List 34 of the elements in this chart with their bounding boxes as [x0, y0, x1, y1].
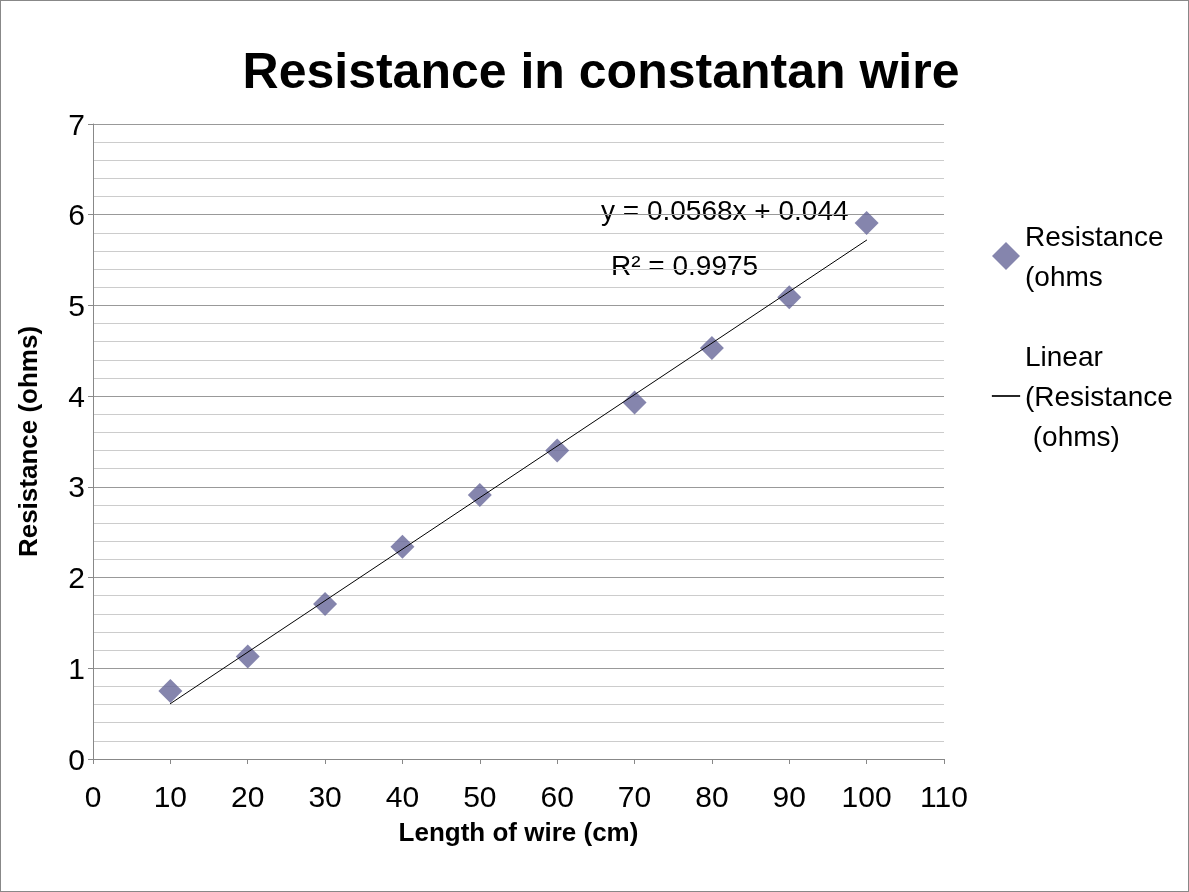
y-tick-label: 4: [68, 379, 85, 413]
point: [545, 438, 570, 463]
x-tick-label: 30: [308, 779, 342, 813]
point: [390, 534, 415, 559]
y-tick-label: 6: [68, 198, 85, 232]
y-tick-label: 1: [68, 651, 85, 685]
point: [777, 285, 802, 310]
point: [699, 336, 724, 361]
x-tick-label: 40: [385, 779, 420, 813]
x-tick-label: 80: [695, 779, 729, 813]
y-tick-label: 5: [68, 288, 85, 322]
x-tick-label: 50: [463, 779, 497, 813]
point: [467, 483, 492, 508]
x-tick-label: 20: [231, 779, 265, 813]
x-tick-label: 100: [841, 779, 892, 813]
x-tick-label: 70: [617, 779, 652, 813]
y-tick-label: 2: [68, 561, 85, 595]
y-tick-label: 3: [68, 470, 85, 504]
legend-label: Resistance (ohms: [1025, 220, 1172, 292]
y-tick-label: 7: [68, 107, 85, 141]
point: [158, 678, 183, 703]
x-tick-label: 90: [772, 779, 806, 813]
point: [622, 390, 647, 415]
point: [313, 591, 338, 616]
y-axis-title: Resistance (ohms): [13, 325, 43, 558]
point: [235, 644, 260, 669]
chart-title: Resistance in constantan wire: [242, 43, 960, 99]
x-tick-label: 110: [920, 779, 968, 813]
x-tick-label: 10: [153, 779, 188, 813]
legend-label: Linear (Resistance (ohms): [1025, 340, 1173, 452]
point: [854, 210, 879, 235]
x-tick-label: 60: [540, 779, 574, 813]
x-axis-title: Length of wire (cm): [398, 817, 639, 847]
y-tick-label: 0: [68, 742, 85, 776]
